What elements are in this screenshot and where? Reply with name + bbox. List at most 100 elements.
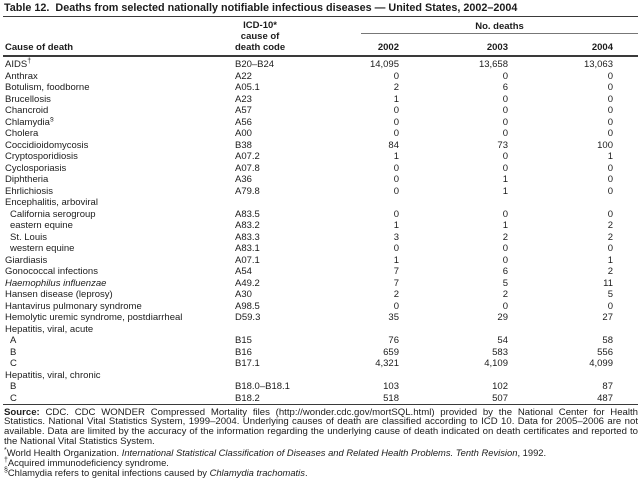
value-cell-2003: 0 (502, 208, 508, 220)
value-cell-2002: 76 (388, 335, 399, 346)
value-cell-2002: 659 (383, 346, 399, 358)
table-row: B B18.0–B18.1 103 102 87 (3, 381, 638, 393)
column-header-no-deaths: No. deaths (361, 17, 638, 35)
value-cell-2002 (361, 324, 401, 336)
value-cell-2003: 102 (492, 381, 508, 392)
icd-code-cell: B17.1 (235, 358, 260, 369)
source-text: CDC. CDC WONDER Compressed Mortality fil… (4, 406, 638, 448)
value-cell-2004: 0 (607, 174, 613, 185)
value-cell-2002: 0 (393, 185, 399, 197)
table-row: Haemophilus influenzae A49.2 7 5 11 (3, 278, 638, 290)
cause-cell: Coccidioidomycosis (5, 139, 89, 151)
value-cell-2004: 2 (607, 220, 613, 231)
value-cell-2002: 0 (393, 70, 399, 82)
icd-header-line2: cause of (240, 31, 280, 42)
value-cell-2003: 29 (497, 312, 508, 323)
value-cell-2003 (401, 197, 510, 209)
footnote-text: , 1992. (517, 447, 547, 459)
footnote-text: Chlamydia refers to genital infections c… (7, 466, 210, 478)
value-cell-2002: 3 (393, 231, 399, 243)
value-cell-2004: 0 (607, 105, 613, 116)
value-cell-2004: 0 (607, 300, 613, 312)
cause-cell: Haemophilus influenzae (5, 277, 107, 289)
value-cell-2003: 6 (502, 266, 508, 277)
icd-code-cell: B16 (235, 346, 252, 358)
value-cell-2003: 583 (492, 346, 508, 358)
value-cell-2003: 0 (502, 70, 508, 82)
value-cell-2002: 0 (393, 174, 399, 185)
cause-cell: Chancroid (5, 105, 49, 116)
table-row: eastern equine A83.2 1 1 2 (3, 220, 638, 232)
icd-header-line1: ICD-10* (243, 20, 277, 31)
cause-cell: Cholera (5, 128, 39, 139)
table-row: Hantavirus pulmonary syndrome A98.5 0 0 0 (3, 301, 638, 313)
table-row: A B15 76 54 58 (3, 335, 638, 347)
cause-cell: Hepatitis, viral, chronic (5, 369, 101, 381)
footnote-text: World Health Organization. (6, 447, 122, 459)
cause-cell: Hantavirus pulmonary syndrome (5, 300, 142, 312)
table-row: Ehrlichiosis A79.8 0 1 0 (3, 186, 638, 198)
icd-code-cell (235, 324, 361, 336)
table-row: AIDS† B20–B24 14,095 13,658 13,063 (3, 56, 638, 71)
icd-code-cell: A23 (235, 93, 252, 105)
cause-cell: Giardiasis (5, 254, 48, 266)
value-cell-2003: 0 (502, 162, 508, 174)
value-cell-2002: 0 (393, 300, 399, 312)
value-cell-2003: 2 (502, 231, 508, 243)
value-cell-2002: 4,321 (375, 358, 399, 369)
icd-code-cell: A36 (235, 174, 252, 185)
icd-code-cell (235, 370, 361, 382)
table-row: Gonococcal infections A54 7 6 2 (3, 266, 638, 278)
cause-cell: western equine (10, 243, 75, 254)
table-row: Hansen disease (leprosy) A30 2 2 5 (3, 289, 638, 301)
value-cell-2003: 0 (502, 243, 508, 254)
footnote-symbol: § (4, 466, 8, 474)
icd-header-line3: death code (235, 42, 286, 53)
value-cell-2002: 7 (393, 277, 399, 289)
value-cell-2004: 0 (607, 243, 613, 254)
table-row: Cyclosporiasis A07.8 0 0 0 (3, 163, 638, 175)
cause-cell: California serogroup (10, 208, 96, 220)
table-row: Cholera A00 0 0 0 (3, 128, 638, 140)
icd-code-cell: A07.8 (235, 162, 260, 174)
table-row: C B18.2 518 507 487 (3, 393, 638, 405)
value-cell-2003: 0 (502, 300, 508, 312)
column-header-2002: 2002 (361, 33, 401, 58)
icd-code-cell: B15 (235, 335, 252, 346)
table-row: California serogroup A83.5 0 0 0 (3, 209, 638, 221)
table-row: Brucellosis A23 1 0 0 (3, 94, 638, 106)
value-cell-2004: 0 (607, 185, 613, 197)
value-cell-2004: 87 (602, 381, 613, 392)
cause-cell: Hepatitis, viral, acute (5, 323, 94, 335)
value-cell-2003 (401, 324, 510, 336)
footnote-text-italic: International Statistical Classification… (121, 447, 518, 459)
table-row: Cryptosporidiosis A07.2 1 0 1 (3, 151, 638, 163)
value-cell-2002: 84 (388, 139, 399, 151)
value-cell-2003: 1 (502, 220, 508, 231)
value-cell-2002 (361, 197, 401, 209)
icd-code-cell: A30 (235, 289, 252, 300)
value-cell-2004: 100 (597, 139, 613, 151)
value-cell-2004 (510, 197, 638, 209)
icd-code-cell: B20–B24 (235, 59, 275, 70)
icd-code-cell: B18.2 (235, 392, 260, 404)
value-cell-2002: 0 (393, 243, 399, 254)
cause-cell: Encephalitis, arboviral (5, 197, 98, 208)
icd-code-cell: A56 (235, 116, 252, 128)
table-header: Cause of death ICD-10* cause of death code… (3, 17, 638, 58)
cause-cell: C (10, 358, 17, 369)
value-cell-2003: 507 (492, 392, 508, 404)
icd-code-cell: A00 (235, 128, 252, 139)
icd-code-cell: D59.3 (235, 312, 261, 323)
value-cell-2004: 1 (607, 151, 613, 162)
table-row: B B16 659 583 556 (3, 347, 638, 359)
value-cell-2002: 518 (383, 392, 399, 404)
value-cell-2003: 4,109 (484, 358, 508, 369)
value-cell-2003: 2 (502, 289, 508, 300)
cause-cell: eastern equine (10, 220, 73, 231)
value-cell-2004: 0 (607, 93, 613, 105)
icd-code-cell: A49.2 (235, 277, 260, 289)
value-cell-2002: 35 (388, 312, 399, 323)
group-row: Hepatitis, viral, chronic (3, 370, 638, 382)
